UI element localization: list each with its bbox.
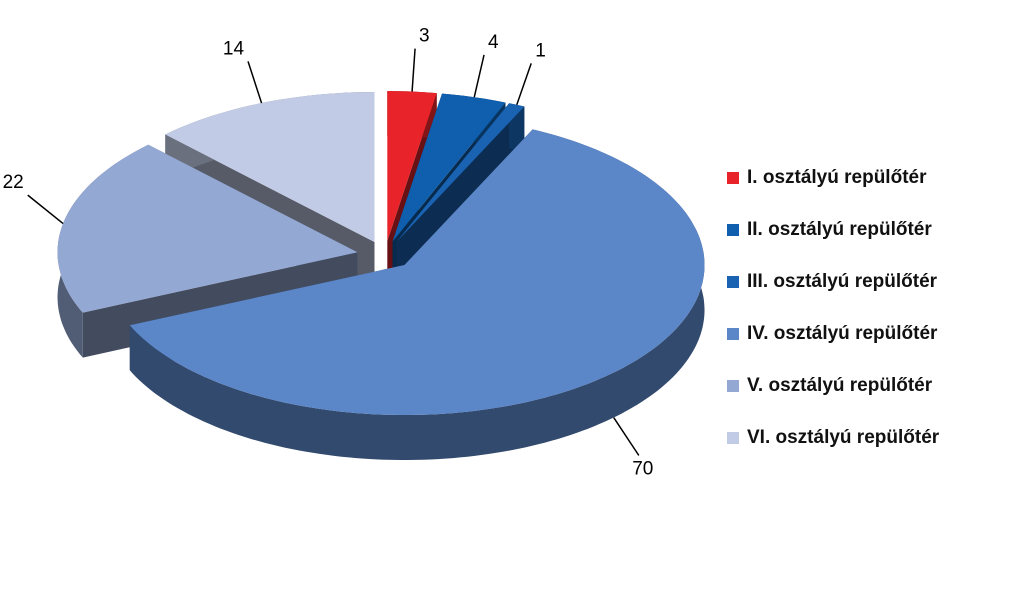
- data-label: 3: [419, 26, 430, 47]
- data-label: 4: [488, 32, 499, 53]
- pie-slice: [396, 103, 525, 243]
- leader-line: [613, 417, 640, 456]
- data-label: 22: [3, 172, 24, 193]
- pie-slice: [57, 144, 358, 313]
- leader-line: [411, 48, 416, 92]
- legend-swatch: [727, 172, 739, 184]
- data-label: 1: [535, 40, 546, 61]
- legend-label: IV. osztályú repülőtér: [747, 323, 938, 344]
- leader-line: [516, 63, 532, 106]
- legend-label: III. osztályú repülőtér: [747, 271, 938, 292]
- pie-slice: [392, 93, 506, 242]
- pie-slice: [387, 91, 437, 241]
- pie-slice: [129, 129, 705, 415]
- legend-swatch: [727, 328, 739, 340]
- leader-line: [473, 54, 485, 98]
- legend-swatch: [727, 432, 739, 444]
- legend-swatch: [727, 276, 739, 288]
- pie-slice: [165, 92, 375, 242]
- legend-label: VI. osztályú repülőtér: [747, 427, 940, 448]
- legend-label: II. osztályú repülőtér: [747, 219, 932, 240]
- data-label: 70: [632, 458, 653, 479]
- legend-label: V. osztályú repülőtér: [747, 375, 933, 396]
- legend-swatch: [727, 380, 739, 392]
- leader-line: [27, 194, 64, 225]
- legend-label: I. osztályú repülőtér: [747, 167, 927, 188]
- data-label: 14: [223, 38, 245, 59]
- legend-swatch: [727, 224, 739, 236]
- leader-line: [247, 61, 263, 104]
